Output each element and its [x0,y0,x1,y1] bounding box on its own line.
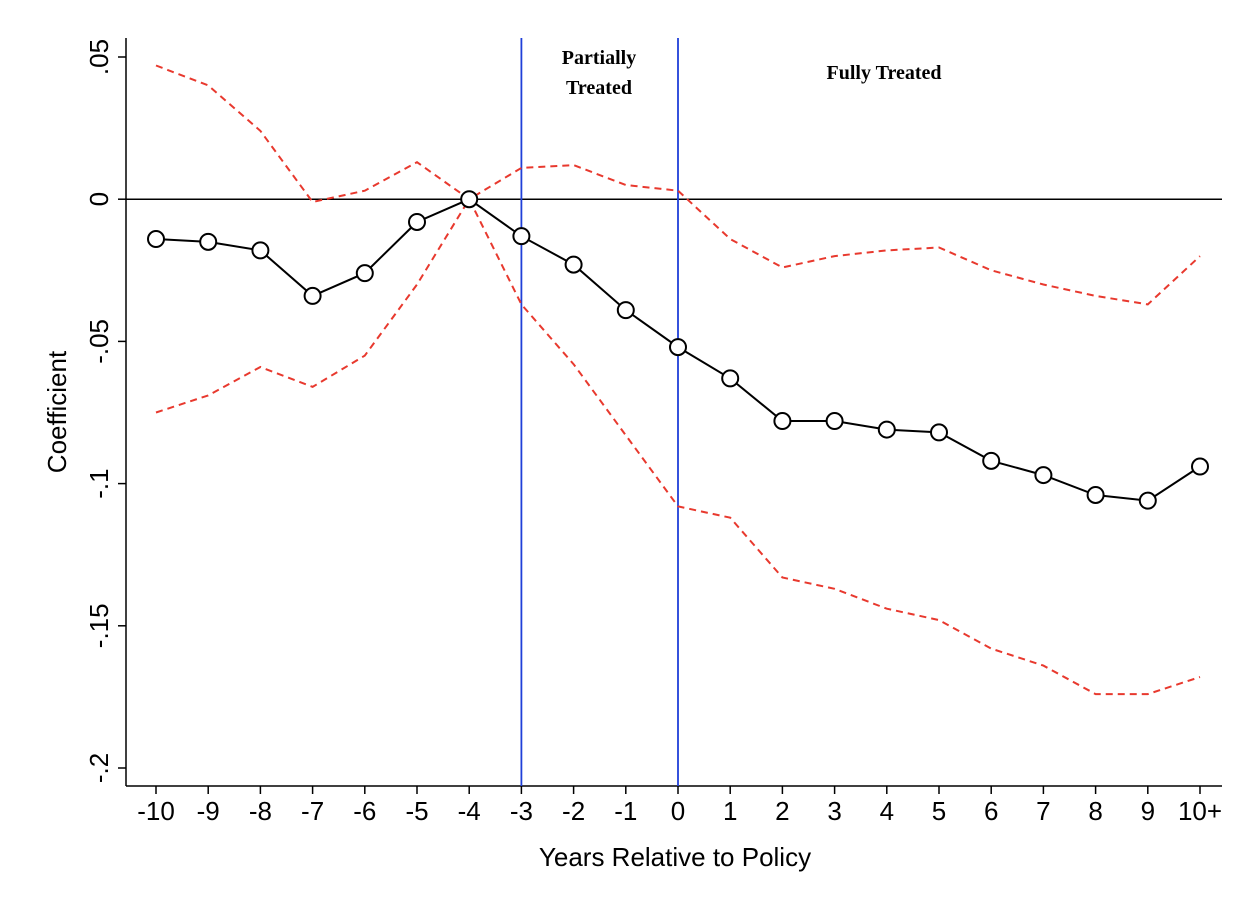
partially-treated-label-line2: Treated [566,77,632,99]
estimate-point--2 [564,255,583,274]
lower-ci-line [155,197,1201,696]
x-tick-label: 9 [1141,796,1155,826]
x-tick-label: 3 [827,796,841,826]
y-tick-label: -.2 [84,753,114,783]
estimate-point--7 [303,286,322,305]
x-tick-label: 0 [671,796,685,826]
upper-ci-line [155,64,1201,306]
y-tick-label: .05 [84,39,114,75]
estimate-point-8 [1086,485,1105,504]
x-tick-label: -5 [405,796,428,826]
x-tick-label: -9 [197,796,220,826]
estimate-markers [147,190,1209,510]
x-tick-label: 8 [1088,796,1102,826]
estimate-point-0 [669,338,687,357]
fully-treated-label: Fully Treated [827,62,942,84]
confidence-interval-lines [155,64,1201,696]
estimate-point-7 [1034,466,1053,485]
x-tick-label: 6 [984,796,998,826]
x-tick-label: 10+ [1178,796,1222,826]
x-tick-label: 7 [1036,796,1050,826]
y-tick-label: -.1 [84,468,114,498]
estimate-point-2 [773,412,792,431]
axes [125,38,1222,787]
estimate-point-9 [1138,491,1157,510]
estimate-point-3 [825,412,844,431]
x-tick-label: -1 [614,796,637,826]
estimate-point--9 [199,232,218,251]
x-tick-label: 5 [932,796,946,826]
y-tick-label: -.15 [84,603,114,648]
estimate-point-10+ [1191,457,1209,476]
y-axis-ticks: .05 0 -.05 -.1 -.15 -.2 [84,39,126,783]
estimate-point-6 [982,451,1001,470]
y-axis-title: Coefficient [42,350,72,473]
x-tick-label: -4 [458,796,481,826]
x-tick-label: -6 [353,796,376,826]
estimate-point--5 [408,212,426,231]
estimate-point--10 [147,230,165,249]
reference-lines [126,38,1222,786]
y-tick-label: 0 [84,192,114,206]
x-tick-label: -7 [301,796,324,826]
x-tick-label: -10 [137,796,175,826]
estimate-point-5 [930,423,948,442]
estimate-point-4 [877,420,896,439]
x-axis-title: Years Relative to Policy [539,842,811,872]
x-axis-ticks: -10 -9 -8 -7 -6 -5 -4 -3 -2 -1 0 1 2 3 4 5 6 7 8 9 10+ [137,786,1222,826]
estimate-point--3 [512,227,531,246]
x-tick-label: -2 [562,796,585,826]
estimate-point--6 [355,264,374,283]
partially-treated-label-line1: Partially [562,47,636,69]
estimate-point--8 [251,241,270,260]
estimate-point-1 [721,369,740,388]
x-tick-label: 4 [880,796,894,826]
x-tick-label: -3 [510,796,533,826]
x-tick-label: -8 [249,796,272,826]
x-tick-label: 1 [723,796,737,826]
y-tick-label: -.05 [84,319,114,364]
estimate-point--4 [460,190,479,209]
x-tick-label: 2 [775,796,789,826]
estimate-point--1 [616,301,635,320]
